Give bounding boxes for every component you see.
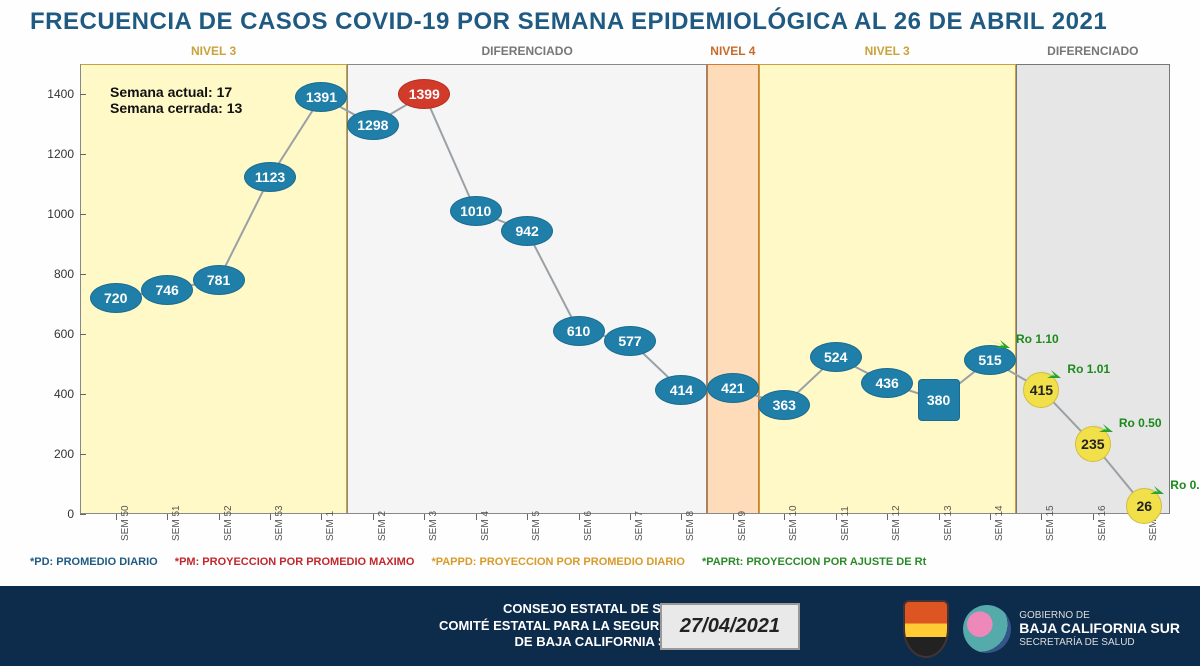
ro-label: Ro 1.01: [1067, 362, 1110, 376]
bcs-main: BAJA CALIFORNIA SUR: [1019, 621, 1180, 636]
info-line1: Semana actual: 17: [110, 84, 242, 100]
x-tick-label: SEM 50: [120, 505, 131, 541]
y-tick-label: 600: [30, 327, 74, 341]
data-marker: 720: [90, 283, 142, 313]
bcs-logo: GOBIERNO DE BAJA CALIFORNIA SUR SECRETAR…: [963, 605, 1180, 653]
region-band: [707, 64, 758, 514]
region-label: DIFERENCIADO: [1047, 44, 1138, 58]
x-tick-label: SEM 52: [223, 505, 234, 541]
shield-icon: [903, 600, 949, 658]
y-tick-label: 200: [30, 447, 74, 461]
data-marker: 1399: [398, 79, 450, 109]
data-marker: 781: [193, 265, 245, 295]
x-tick-label: SEM 1: [325, 511, 336, 541]
x-tick-label: SEM 11: [840, 506, 851, 541]
x-tick-label: SEM 51: [171, 505, 182, 541]
info-line2: Semana cerrada: 13: [110, 100, 242, 116]
arrow-icon: [982, 336, 1012, 350]
chart-container: Semana actual: 17 Semana cerrada: 13 0 20…: [30, 64, 1170, 554]
y-tick-label: 1400: [30, 87, 74, 101]
x-tick-label: SEM 5: [531, 511, 542, 541]
region-label: NIVEL 3: [865, 44, 910, 58]
x-tick-label: SEM 7: [634, 511, 645, 541]
data-marker: 414: [655, 375, 707, 405]
region-band: [347, 64, 707, 514]
data-marker: 436: [861, 368, 913, 398]
x-tick-label: SEM 14: [994, 505, 1005, 541]
x-tick-label: SEM 3: [428, 511, 439, 541]
arrow-icon: [1033, 366, 1063, 380]
info-box: Semana actual: 17 Semana cerrada: 13: [110, 84, 242, 116]
date-badge: 27/04/2021: [660, 603, 800, 650]
x-tick-label: SEM 53: [274, 505, 285, 541]
ro-label: Ro 0.86: [1170, 478, 1200, 492]
x-tick-label: SEM 6: [583, 511, 594, 541]
y-tick-label: 0: [30, 507, 74, 521]
legend-pd: *PD: PROMEDIO DIARIO: [30, 556, 158, 568]
y-axis: [80, 64, 81, 514]
bcs-sub: SECRETARÍA DE SALUD: [1019, 637, 1134, 648]
region-label: DIFERENCIADO: [481, 44, 572, 58]
arrow-icon: [1085, 420, 1115, 434]
data-marker: 421: [707, 373, 759, 403]
data-marker: 380: [918, 379, 960, 421]
bcs-icon: [963, 605, 1011, 653]
region-label-row: NIVEL 3 DIFERENCIADO NIVEL 4 NIVEL 3 DIFEREN…: [0, 44, 1200, 62]
x-tick-label: SEM 9: [737, 511, 748, 541]
x-tick-label: SEM 8: [685, 511, 696, 541]
region-band: [759, 64, 1016, 514]
data-marker: 610: [553, 316, 605, 346]
x-tick-label: SEM 10: [788, 505, 799, 541]
x-tick-label: SEM 16: [1097, 505, 1108, 541]
x-tick-label: SEM 13: [943, 505, 954, 541]
data-marker: 746: [141, 275, 193, 305]
data-marker: 1391: [295, 82, 347, 112]
y-tick-label: 1000: [30, 207, 74, 221]
legend-row: *PD: PROMEDIO DIARIO *PM: PROYECCION POR…: [30, 556, 940, 568]
legend-paprt: *PAPRt: PROYECCION POR AJUSTE DE Rt: [702, 556, 926, 568]
legend-pm: *PM: PROYECCION POR PROMEDIO MAXIMO: [175, 556, 415, 568]
x-tick-label: SEM 2: [377, 511, 388, 541]
y-tick-label: 400: [30, 387, 74, 401]
data-marker: 1010: [450, 196, 502, 226]
x-axis: [80, 513, 1170, 514]
bcs-text: GOBIERNO DE BAJA CALIFORNIA SUR SECRETAR…: [1019, 610, 1180, 647]
y-tick-label: 1200: [30, 147, 74, 161]
ro-label: Ro 0.50: [1119, 416, 1162, 430]
page-title: FRECUENCIA DE CASOS COVID-19 POR SEMANA …: [0, 0, 1200, 38]
data-marker: 1123: [244, 162, 296, 192]
region-label: NIVEL 3: [191, 44, 236, 58]
data-marker: 942: [501, 216, 553, 246]
x-tick-label: SEM 12: [891, 505, 902, 541]
data-marker: 1298: [347, 110, 399, 140]
x-tick-label: SEM 15: [1045, 505, 1056, 541]
footer-logos: GOBIERNO DE BAJA CALIFORNIA SUR SECRETAR…: [903, 600, 1180, 658]
data-marker: 363: [758, 390, 810, 420]
data-marker: 524: [810, 342, 862, 372]
data-marker: 577: [604, 326, 656, 356]
region-label: NIVEL 4: [710, 44, 755, 58]
ro-label: Ro 1.10: [1016, 332, 1059, 346]
arrow-icon: [1136, 482, 1166, 496]
x-tick-label: SEM 4: [480, 511, 491, 541]
y-tick-label: 800: [30, 267, 74, 281]
legend-pappd: *PAPPD: PROYECCION POR PROMEDIO DIARIO: [431, 556, 684, 568]
